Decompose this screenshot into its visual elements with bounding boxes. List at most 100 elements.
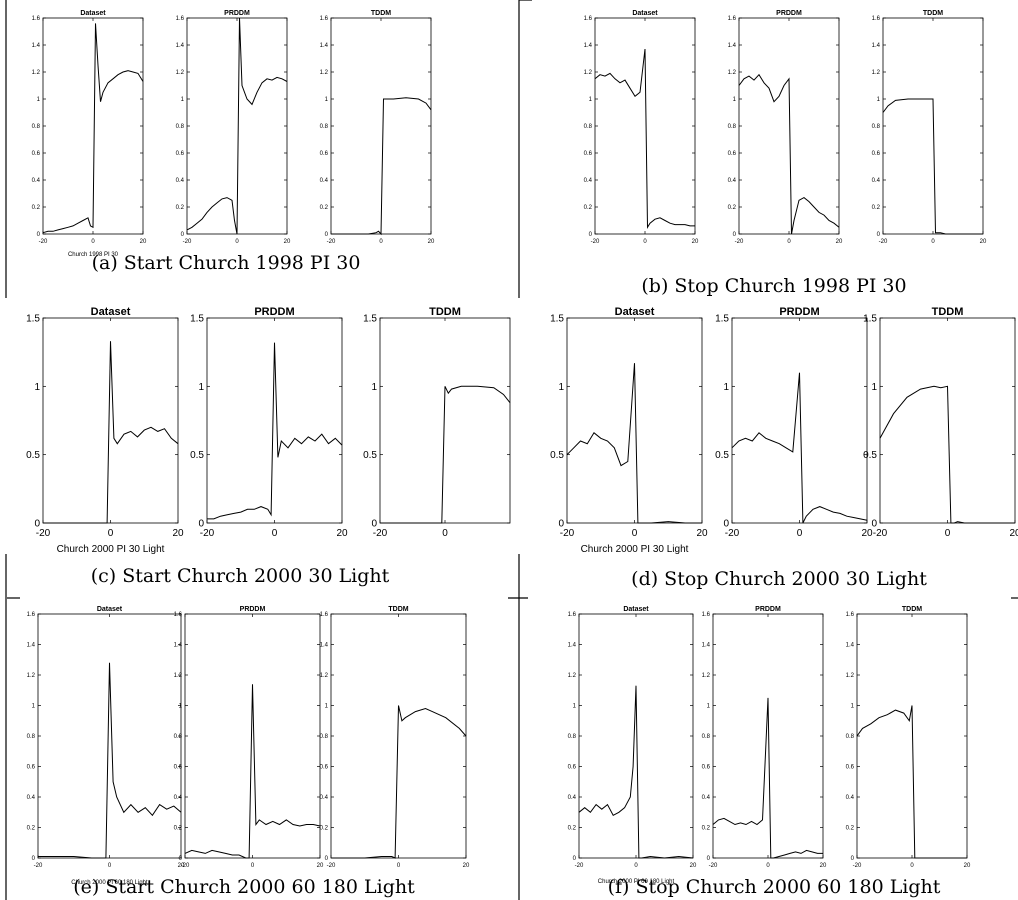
x-tick-label: 20 bbox=[284, 239, 291, 245]
y-tick-label: 0.8 bbox=[32, 124, 41, 130]
y-tick-label: 0 bbox=[181, 232, 185, 238]
subplot-title: Dataset bbox=[623, 606, 649, 613]
y-tick-label: 1.4 bbox=[846, 643, 855, 649]
x-tick-label: -20 bbox=[591, 239, 600, 245]
y-tick-label: 1 bbox=[325, 704, 329, 710]
y-tick-label: 1.6 bbox=[176, 16, 185, 22]
x-tick-label: -20 bbox=[200, 528, 215, 539]
y-tick-label: 1 bbox=[558, 382, 564, 393]
y-tick-label: 1.2 bbox=[584, 70, 593, 76]
y-tick-label: 1.2 bbox=[176, 70, 185, 76]
y-tick-label: 1.6 bbox=[872, 16, 881, 22]
y-tick-label: 1.2 bbox=[568, 673, 577, 679]
series-line bbox=[43, 341, 179, 524]
y-tick-label: 1.5 bbox=[190, 314, 204, 325]
y-tick-label: 1.5 bbox=[550, 314, 564, 325]
y-tick-label: 0.6 bbox=[320, 151, 329, 157]
x-tick-label: 0 bbox=[910, 863, 914, 869]
series-line bbox=[186, 17, 288, 235]
x-tick-label: 0 bbox=[945, 528, 951, 539]
x-axis-label: Church 2000 PI 60 180 Light bbox=[598, 879, 675, 885]
y-tick-label: 0.2 bbox=[702, 826, 711, 832]
subplot-title: PRDDM bbox=[254, 306, 294, 318]
y-tick-label: 0.8 bbox=[320, 734, 329, 740]
y-tick-label: 1.5 bbox=[863, 314, 877, 325]
y-tick-label: 1.4 bbox=[568, 643, 577, 649]
y-tick-label: 1.6 bbox=[320, 16, 329, 22]
y-tick-label: 1.4 bbox=[174, 643, 183, 649]
y-tick-label: 0.4 bbox=[846, 795, 855, 801]
y-tick-label: 0 bbox=[179, 856, 183, 862]
y-tick-label: 1.2 bbox=[320, 70, 329, 76]
subplot-title: TDDM bbox=[429, 306, 461, 318]
y-tick-label: 1.4 bbox=[702, 643, 711, 649]
y-tick-label: 1.2 bbox=[320, 673, 329, 679]
y-tick-label: 0.2 bbox=[584, 205, 593, 211]
y-tick-label: 1.4 bbox=[320, 643, 329, 649]
y-tick-label: 0.8 bbox=[872, 124, 881, 130]
x-tick-label: 20 bbox=[980, 239, 987, 245]
y-tick-label: 0.2 bbox=[174, 826, 183, 832]
x-tick-label: -20 bbox=[853, 863, 862, 869]
y-tick-label: 1.4 bbox=[27, 643, 36, 649]
y-tick-label: 1.5 bbox=[715, 314, 729, 325]
x-tick-label: 0 bbox=[797, 528, 803, 539]
y-tick-label: 0.8 bbox=[568, 734, 577, 740]
series-line bbox=[882, 98, 983, 235]
y-tick-label: 0 bbox=[707, 856, 711, 862]
x-tick-label: -20 bbox=[575, 863, 584, 869]
y-tick-label: 1 bbox=[371, 382, 377, 393]
y-tick-label: 1 bbox=[723, 382, 729, 393]
y-tick-label: 0.2 bbox=[568, 826, 577, 832]
y-tick-label: 0.6 bbox=[320, 765, 329, 771]
y-tick-label: 0.2 bbox=[320, 826, 329, 832]
x-tick-label: 20 bbox=[690, 863, 697, 869]
x-tick-label: -20 bbox=[36, 528, 51, 539]
y-tick-label: 1 bbox=[198, 382, 204, 393]
y-tick-label: 0.8 bbox=[320, 124, 329, 130]
y-tick-label: 0.8 bbox=[176, 124, 185, 130]
x-tick-label: 20 bbox=[336, 528, 348, 539]
y-tick-label: 1 bbox=[851, 704, 855, 710]
y-tick-label: 0.6 bbox=[846, 765, 855, 771]
x-tick-label: -20 bbox=[560, 528, 575, 539]
y-tick-label: 0.2 bbox=[320, 205, 329, 211]
y-tick-label: 0.5 bbox=[715, 450, 729, 461]
y-tick-label: 0.5 bbox=[363, 450, 377, 461]
y-tick-label: 0.6 bbox=[174, 765, 183, 771]
y-tick-label: 1.6 bbox=[846, 612, 855, 618]
subplot-title: PRDDM bbox=[776, 10, 802, 17]
y-tick-label: 1.6 bbox=[32, 16, 41, 22]
y-tick-label: 1 bbox=[573, 704, 577, 710]
series-line bbox=[594, 48, 695, 230]
x-tick-label: 0 bbox=[108, 863, 112, 869]
y-tick-label: 0.4 bbox=[27, 795, 36, 801]
y-tick-label: 0.6 bbox=[728, 151, 737, 157]
y-tick-label: 1.4 bbox=[320, 43, 329, 49]
y-tick-label: 1 bbox=[34, 382, 40, 393]
y-tick-label: 1.6 bbox=[728, 16, 737, 22]
x-axis-label: Church 1998 PI 30 bbox=[68, 252, 119, 258]
x-tick-label: 0 bbox=[442, 528, 448, 539]
y-tick-label: 1.2 bbox=[846, 673, 855, 679]
x-tick-label: 20 bbox=[692, 239, 699, 245]
x-tick-label: 20 bbox=[696, 528, 708, 539]
y-tick-label: 1.5 bbox=[26, 314, 40, 325]
y-tick-label: 0 bbox=[589, 232, 593, 238]
y-tick-label: 0 bbox=[871, 519, 877, 530]
x-tick-label: 20 bbox=[317, 863, 324, 869]
y-tick-label: 0.4 bbox=[32, 178, 41, 184]
series-line bbox=[42, 23, 144, 234]
subplot-title: TDDM bbox=[932, 306, 964, 318]
x-tick-label: -20 bbox=[873, 528, 888, 539]
